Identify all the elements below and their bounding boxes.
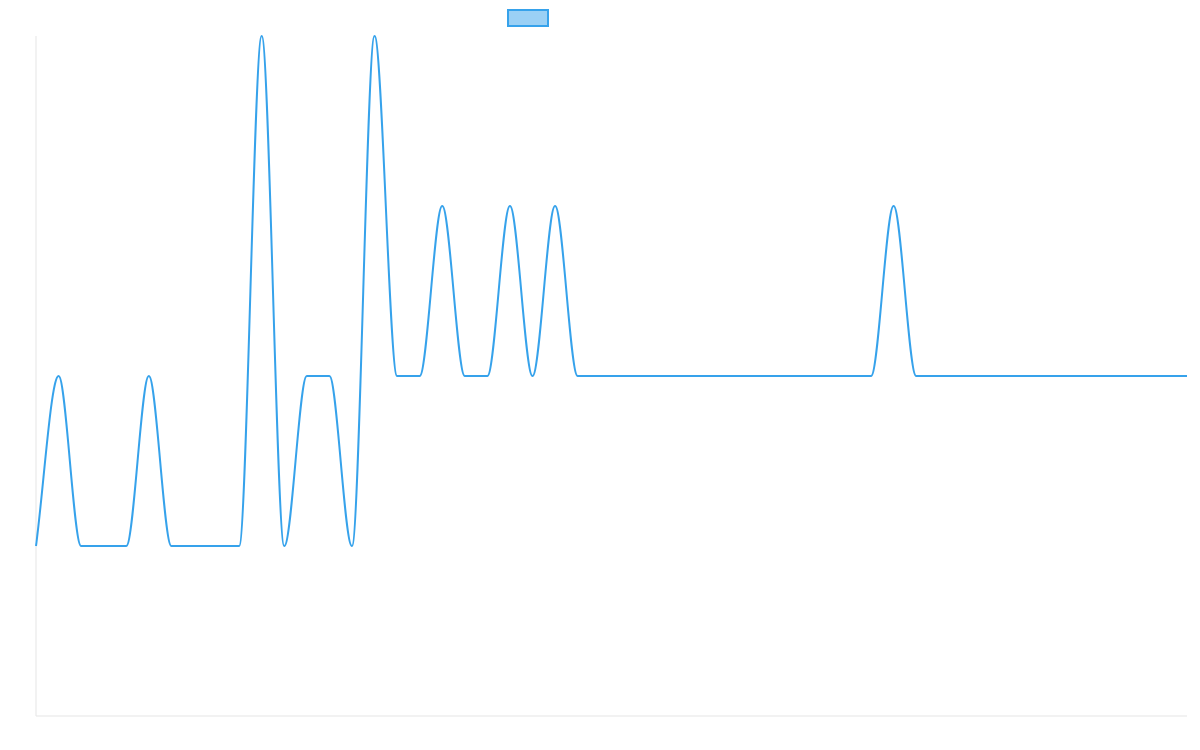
data-point[interactable]: [1003, 373, 1009, 379]
data-point[interactable]: [575, 373, 581, 379]
data-point[interactable]: [33, 543, 39, 549]
data-point[interactable]: [168, 543, 174, 549]
data-point[interactable]: [439, 203, 445, 209]
data-point[interactable]: [687, 373, 693, 379]
legend-swatch[interactable]: [507, 9, 549, 27]
data-point[interactable]: [1161, 373, 1167, 379]
data-point[interactable]: [326, 373, 332, 379]
data-point[interactable]: [214, 543, 220, 549]
data-point[interactable]: [372, 33, 378, 39]
data-point[interactable]: [1026, 373, 1032, 379]
data-point[interactable]: [78, 543, 84, 549]
data-point[interactable]: [642, 373, 648, 379]
data-point[interactable]: [823, 373, 829, 379]
data-point[interactable]: [394, 373, 400, 379]
data-point[interactable]: [259, 33, 265, 39]
data-point[interactable]: [597, 373, 603, 379]
data-point[interactable]: [936, 373, 942, 379]
data-point[interactable]: [281, 543, 287, 549]
data-point[interactable]: [101, 543, 107, 549]
data-point[interactable]: [146, 373, 152, 379]
data-point[interactable]: [191, 543, 197, 549]
data-point[interactable]: [710, 373, 716, 379]
data-point[interactable]: [958, 373, 964, 379]
data-point[interactable]: [755, 373, 761, 379]
data-point[interactable]: [417, 373, 423, 379]
data-point[interactable]: [1049, 373, 1055, 379]
data-point[interactable]: [507, 203, 513, 209]
data-point[interactable]: [891, 203, 897, 209]
legend[interactable]: [507, 9, 549, 27]
data-point[interactable]: [913, 373, 919, 379]
data-point[interactable]: [665, 373, 671, 379]
data-point[interactable]: [778, 373, 784, 379]
data-point[interactable]: [620, 373, 626, 379]
data-point[interactable]: [56, 373, 62, 379]
data-point[interactable]: [733, 373, 739, 379]
data-point[interactable]: [1184, 373, 1190, 379]
data-point[interactable]: [462, 373, 468, 379]
data-point[interactable]: [304, 373, 310, 379]
data-point[interactable]: [552, 203, 558, 209]
data-point[interactable]: [868, 373, 874, 379]
data-point[interactable]: [349, 543, 355, 549]
data-point[interactable]: [1116, 373, 1122, 379]
data-point[interactable]: [530, 373, 536, 379]
data-point[interactable]: [484, 373, 490, 379]
data-point[interactable]: [1071, 373, 1077, 379]
axes: [35, 36, 1187, 717]
series-layer: [33, 33, 1190, 549]
data-point[interactable]: [1139, 373, 1145, 379]
data-point[interactable]: [236, 543, 242, 549]
data-point[interactable]: [845, 373, 851, 379]
data-point[interactable]: [1094, 373, 1100, 379]
data-point[interactable]: [800, 373, 806, 379]
series-line: [35, 35, 1187, 547]
data-point[interactable]: [123, 543, 129, 549]
data-point[interactable]: [981, 373, 987, 379]
